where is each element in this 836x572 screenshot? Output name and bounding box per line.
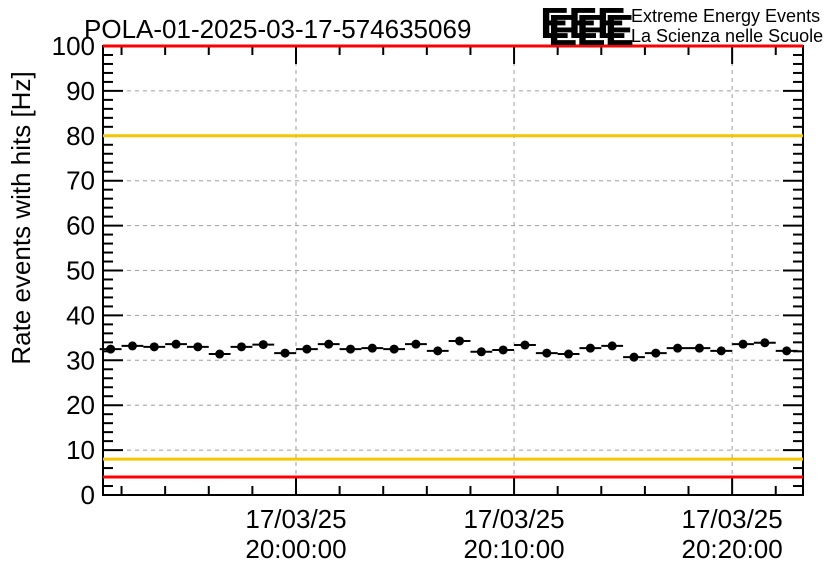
data-point — [557, 349, 580, 359]
data-marker — [171, 339, 181, 349]
eee-logo-line1: Extreme Energy Events — [631, 6, 820, 26]
threshold-lines — [103, 44, 803, 479]
data-marker — [106, 344, 116, 354]
data-point — [492, 345, 515, 355]
data-marker — [694, 343, 704, 353]
data-marker — [520, 340, 530, 350]
y-tick-label: 50 — [66, 256, 95, 286]
x-tick-date: 17/03/25 — [463, 504, 564, 534]
x-tick-time: 20:00:00 — [245, 534, 346, 564]
data-marker — [607, 341, 617, 351]
y-tick-label: 60 — [66, 211, 95, 241]
data-marker — [782, 346, 792, 356]
data-marker — [564, 349, 574, 359]
axis-tick-labels: 010203040506070809010017/03/2520:00:0017… — [52, 31, 783, 564]
data-point — [383, 344, 406, 354]
data-series — [99, 336, 798, 362]
data-marker — [585, 343, 595, 353]
data-point — [99, 344, 122, 354]
data-point — [274, 348, 296, 358]
eee-logo-acronym: EEE — [540, 0, 625, 48]
x-tick-time: 20:10:00 — [463, 534, 564, 564]
data-marker — [367, 343, 377, 353]
y-tick-label: 20 — [66, 390, 95, 420]
data-marker — [236, 342, 246, 352]
y-tick-label: 30 — [66, 345, 95, 375]
y-axis-title: Rate events with hits [Hz] — [6, 71, 36, 364]
data-point — [252, 340, 275, 350]
gridlines — [103, 46, 803, 495]
data-marker — [433, 346, 443, 356]
data-point — [405, 339, 427, 349]
data-marker — [476, 347, 486, 357]
y-tick-label: 90 — [66, 76, 95, 106]
data-marker — [302, 344, 312, 354]
data-point — [426, 346, 449, 356]
data-point — [317, 339, 340, 349]
data-marker — [498, 345, 508, 355]
x-tick-date: 17/03/25 — [682, 504, 783, 534]
data-marker — [193, 342, 203, 352]
data-marker — [542, 348, 552, 358]
data-point — [339, 344, 362, 354]
y-tick-label: 100 — [52, 31, 95, 61]
data-point — [295, 344, 318, 354]
data-point — [186, 342, 209, 352]
x-tick-date: 17/03/25 — [245, 504, 346, 534]
eee-logo: EEE EEE Extreme Energy Events La Scienza… — [540, 0, 823, 55]
data-marker — [280, 348, 290, 358]
data-point — [514, 340, 536, 350]
y-tick-label: 0 — [81, 480, 95, 510]
data-point — [753, 338, 776, 348]
data-point — [775, 346, 798, 356]
data-point — [470, 347, 493, 357]
data-point — [710, 346, 733, 356]
x-tick-time: 20:20:00 — [682, 534, 783, 564]
data-point — [666, 343, 689, 353]
data-marker — [346, 344, 356, 354]
data-point — [448, 336, 471, 346]
data-marker — [651, 348, 661, 358]
data-point — [601, 341, 624, 351]
data-point — [644, 348, 667, 358]
data-marker — [716, 346, 726, 356]
data-marker — [324, 339, 334, 349]
data-point — [143, 342, 166, 352]
data-point — [579, 343, 602, 353]
data-point — [623, 352, 645, 362]
data-point — [121, 341, 144, 351]
eee-logo-line2: La Scienza nelle Scuole — [631, 26, 823, 46]
chart-title: POLA-01-2025-03-17-574635069 — [84, 14, 471, 44]
y-tick-label: 80 — [66, 121, 95, 151]
data-point — [361, 343, 384, 353]
data-marker — [629, 352, 639, 362]
y-tick-label: 40 — [66, 300, 95, 330]
data-marker — [389, 344, 399, 354]
y-tick-label: 70 — [66, 166, 95, 196]
data-point — [535, 348, 558, 358]
data-marker — [738, 339, 748, 349]
data-point — [208, 349, 231, 359]
data-marker — [215, 349, 225, 359]
data-marker — [673, 343, 683, 353]
data-point — [732, 339, 754, 349]
data-marker — [760, 338, 770, 348]
data-marker — [411, 339, 421, 349]
eee-logo-shadow: EEE — [548, 6, 633, 55]
data-point — [230, 342, 253, 352]
data-marker — [258, 340, 268, 350]
y-tick-label: 10 — [66, 435, 95, 465]
data-point — [165, 339, 187, 349]
data-point — [688, 343, 711, 353]
data-marker — [455, 336, 465, 346]
data-marker — [127, 341, 137, 351]
data-marker — [149, 342, 159, 352]
